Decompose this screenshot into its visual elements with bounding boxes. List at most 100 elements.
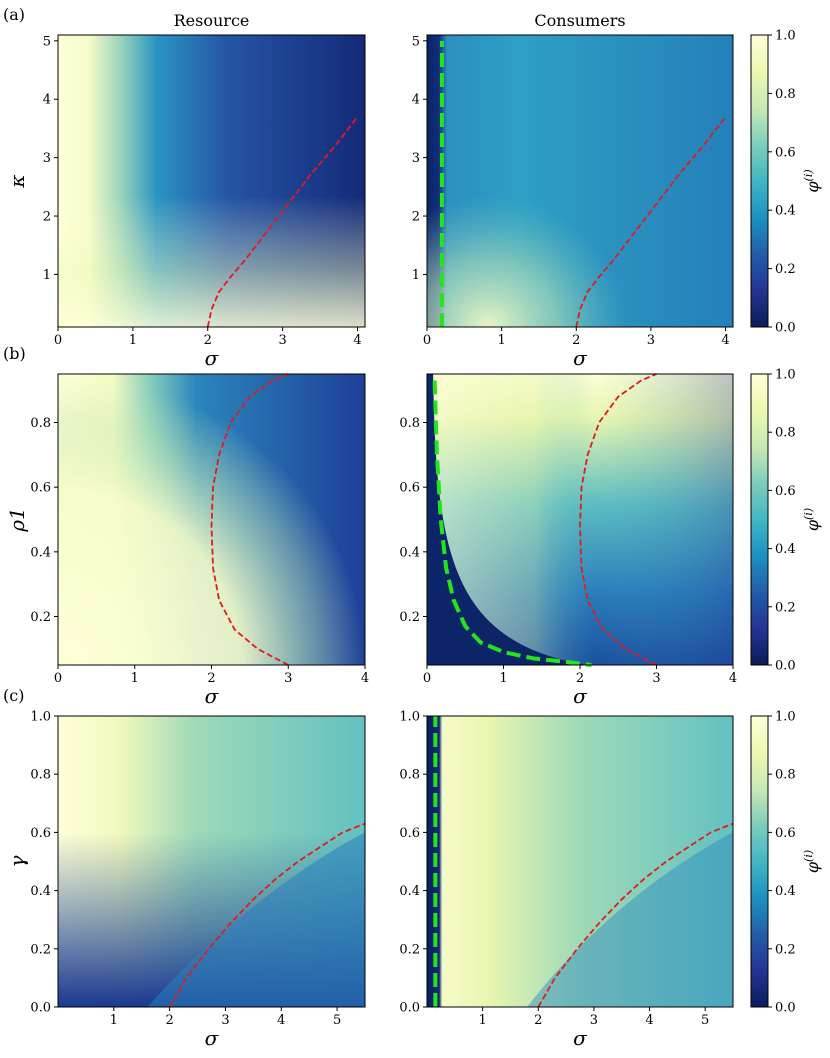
- red-dashed-curve: [537, 822, 734, 1008]
- y-tick-label: 1: [412, 268, 420, 283]
- y-tick-label: 3: [43, 151, 51, 166]
- y-tick-label: 0.6: [30, 481, 51, 496]
- panel-3-resource: 1 2 3 4 5 0.0 0.2 0.4 0.6 0.8 1.0 σ γ (c): [3, 686, 366, 1050]
- y-tick-label: 2: [43, 210, 51, 225]
- y-tick-label: 0.2: [30, 610, 51, 625]
- colorbar-1: 0.0 0.2 0.4 0.6 0.8 1.0 φ(i): [750, 29, 822, 336]
- colorbar-tick-label: 0.8: [775, 87, 796, 102]
- x-tick-label: 4: [277, 1013, 285, 1028]
- axes-frame: [426, 34, 734, 328]
- x-tick-label: 3: [647, 333, 655, 348]
- axes-frame: [57, 715, 366, 1008]
- column-title: Resource: [174, 11, 250, 30]
- colorbar-bar: [750, 715, 769, 1008]
- colorbar-tick-label: 0.6: [775, 826, 796, 841]
- y-tick-label: 0.8: [30, 768, 51, 783]
- colorbar-tick-label: 0.0: [775, 659, 796, 674]
- y-tick-label: 0.8: [30, 416, 51, 431]
- panel-1-consumers: 0 1 2 3 4 1 2 3 4 5 σ Consumers: [412, 11, 734, 370]
- x-tick-label: 2: [207, 671, 215, 686]
- x-tick-label: 0: [54, 671, 62, 686]
- y-axis-label: γ: [5, 855, 29, 867]
- heatmap-shading: [58, 35, 365, 327]
- colorbar-tick-label: 0.2: [775, 942, 796, 957]
- y-tick-label: 0.2: [30, 942, 51, 957]
- colorbar-tick-label: 0.0: [775, 321, 796, 336]
- colorbar-label: φ(i): [802, 508, 822, 531]
- y-tick-label: 0.2: [399, 610, 420, 625]
- heatmap-shading: [58, 374, 365, 665]
- y-tick-label: 4: [43, 93, 51, 108]
- x-axis-label: σ: [573, 684, 588, 708]
- colorbar-bar: [750, 34, 769, 328]
- x-tick-label: 2: [165, 1013, 173, 1028]
- y-tick-label: 3: [412, 151, 420, 166]
- green-dashed-curve: [432, 380, 592, 667]
- x-tick-label: 4: [729, 671, 737, 686]
- heatmap-region: [427, 374, 588, 665]
- x-tick-label: 2: [576, 671, 584, 686]
- colorbar-tick-label: 0.4: [775, 542, 796, 557]
- x-tick-label: 0: [54, 333, 62, 348]
- panel-2-consumers: 0 1 2 3 4 0.2 0.4 0.6 0.8 σ: [399, 373, 737, 708]
- x-axis-label: σ: [205, 1026, 220, 1050]
- y-tick-label: 5: [43, 34, 51, 49]
- red-dashed-curve: [579, 373, 657, 666]
- x-tick-label: 5: [333, 1013, 341, 1028]
- colorbar-tick-label: 0.4: [775, 204, 796, 219]
- colorbar-2: 0.0 0.2 0.4 0.6 0.8 1.0 φ(i): [750, 368, 822, 674]
- x-tick-label: 1: [131, 671, 139, 686]
- heatmap-region: [527, 832, 733, 1007]
- y-tick-label: 0.0: [399, 1001, 420, 1016]
- column-title: Consumers: [534, 11, 625, 30]
- x-tick-label: 1: [497, 333, 505, 348]
- colorbar-tick-label: 1.0: [775, 710, 796, 725]
- x-tick-label: 1: [478, 1013, 486, 1028]
- panel-label: (a): [3, 5, 25, 24]
- colorbar-tick-label: 0.2: [775, 600, 796, 615]
- y-tick-label: 0.4: [30, 545, 51, 560]
- red-dashed-curve: [206, 116, 359, 328]
- x-tick-label: 3: [284, 671, 292, 686]
- y-tick-label: 1.0: [30, 710, 51, 725]
- colorbar-tick-label: 0.8: [775, 768, 796, 783]
- x-tick-label: 5: [701, 1013, 709, 1028]
- red-dashed-curve: [168, 822, 366, 1008]
- colorbar-bar: [750, 373, 769, 666]
- y-tick-label: 0.4: [30, 884, 51, 899]
- axes-frame: [426, 715, 734, 1008]
- colorbar-tick-label: 1.0: [775, 368, 796, 383]
- heatmap-region: [147, 832, 365, 1007]
- y-tick-label: 0.8: [399, 416, 420, 431]
- x-tick-label: 1: [129, 333, 137, 348]
- y-axis-label: κ: [5, 174, 29, 188]
- x-tick-label: 3: [221, 1013, 229, 1028]
- y-tick-label: 5: [412, 34, 420, 49]
- colorbar-tick-label: 0.4: [775, 884, 796, 899]
- colorbar-tick-label: 0.6: [775, 484, 796, 499]
- y-tick-label: 0.0: [30, 1001, 51, 1016]
- panel-1-resource: 0 1 2 3 4 1 2 3 4 5 σ κ (a) Resource: [3, 5, 366, 370]
- heatmap-shading: [427, 35, 733, 327]
- y-tick-label: 0.4: [399, 884, 420, 899]
- y-tick-label: 0.6: [399, 481, 420, 496]
- colorbar-3: 0.0 0.2 0.4 0.6 0.8 1.0 φ(i): [750, 710, 822, 1016]
- y-tick-label: 0.8: [399, 768, 420, 783]
- x-tick-label: 2: [534, 1013, 542, 1028]
- x-axis-label: σ: [573, 346, 588, 370]
- x-tick-label: 3: [652, 671, 660, 686]
- y-tick-label: 0.4: [399, 545, 420, 560]
- y-tick-label: 4: [412, 93, 420, 108]
- x-axis-label: σ: [573, 1026, 588, 1050]
- y-tick-label: 1: [43, 268, 51, 283]
- axes-frame: [57, 34, 366, 328]
- y-tick-label: 0.6: [399, 826, 420, 841]
- x-tick-label: 0: [423, 333, 431, 348]
- x-tick-label: 3: [278, 333, 286, 348]
- panel-label: (c): [3, 686, 24, 705]
- panel-2-resource: 0 1 2 3 4 0.2 0.4 0.6 0.8 σ ρ1 (b): [3, 344, 369, 708]
- panel-label: (b): [3, 344, 26, 363]
- x-tick-label: 0: [423, 671, 431, 686]
- x-tick-label: 1: [499, 671, 507, 686]
